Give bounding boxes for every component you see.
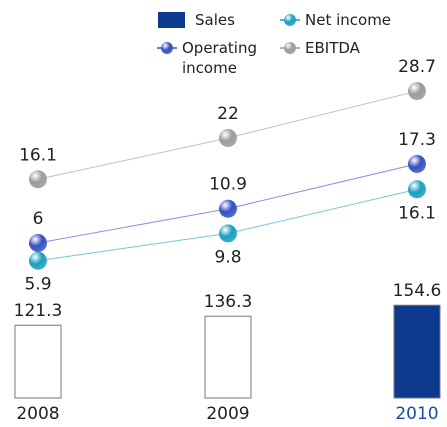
legend-swatch: [158, 12, 185, 28]
bar: [204, 315, 252, 399]
legend-marker: [284, 42, 296, 54]
data-label: 5.9: [24, 275, 51, 295]
data-label: 16.1: [398, 203, 436, 223]
data-label: 136.3: [204, 292, 253, 312]
data-label: 154.6: [393, 281, 442, 301]
marker: [219, 129, 237, 147]
legend-label: Operating income: [182, 39, 257, 77]
legend-label: Sales: [195, 11, 235, 29]
bar: [14, 324, 62, 399]
data-label: 9.8: [214, 247, 241, 267]
marker: [219, 224, 237, 243]
data-label: 16.1: [19, 145, 57, 165]
data-label: 10.9: [209, 175, 247, 195]
x-tick-label: 2010: [395, 404, 438, 424]
marker: [29, 251, 47, 270]
data-label: 121.3: [14, 301, 63, 321]
marker: [29, 170, 47, 189]
data-label: 17.3: [398, 130, 436, 150]
legend-marker: [161, 42, 173, 54]
marker: [408, 180, 426, 199]
marker: [29, 234, 47, 252]
x-tick-label: 2009: [206, 404, 249, 424]
data-label: 28.7: [398, 57, 436, 77]
bar: [393, 304, 441, 399]
legend-label: Net income: [305, 11, 392, 29]
data-label: 22: [217, 104, 239, 124]
legend-label: EBITDA: [305, 39, 360, 57]
marker: [219, 199, 237, 218]
x-tick-label: 2008: [16, 404, 59, 424]
marker: [408, 154, 426, 173]
legend-marker: [284, 14, 296, 26]
marker: [408, 82, 426, 101]
data-label: 6: [33, 209, 44, 229]
